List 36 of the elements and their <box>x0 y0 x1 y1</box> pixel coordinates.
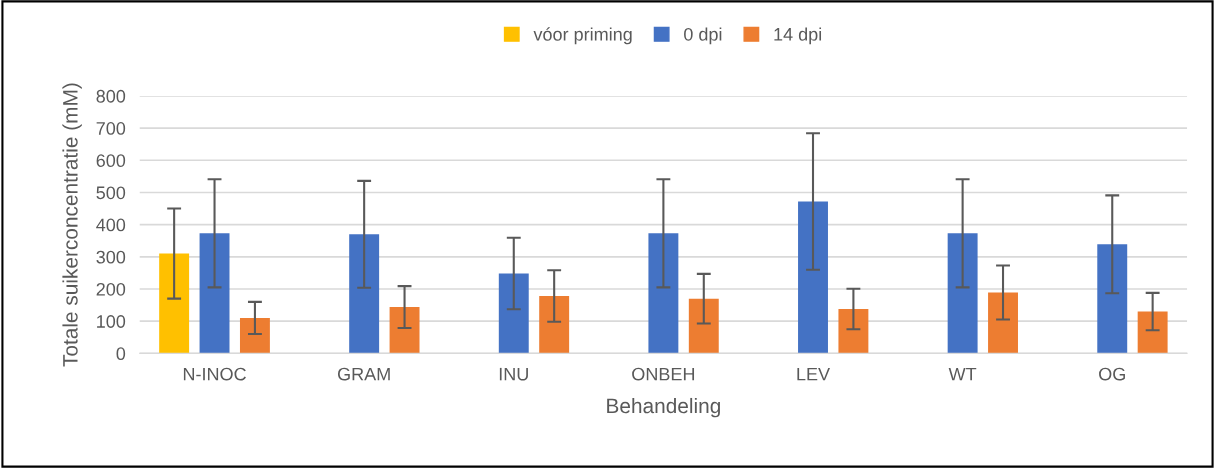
bar <box>648 233 679 354</box>
x-tick-label: N-INOC <box>183 367 246 381</box>
x-tick-label: WT <box>948 367 977 381</box>
y-tick-label: 300 <box>96 250 126 264</box>
legend-label: 0 dpi <box>684 27 722 45</box>
x-axis-title: Behandeling <box>607 397 720 418</box>
y-tick-label: 700 <box>96 122 126 135</box>
legend-label: vóor priming <box>533 27 632 45</box>
x-tick-label: INU <box>499 367 528 381</box>
y-tick-label: 200 <box>96 282 126 296</box>
x-tick-label: ONBEH <box>632 367 695 381</box>
bar <box>798 201 828 354</box>
bar <box>349 234 380 354</box>
bar <box>159 253 190 354</box>
bar <box>498 273 529 354</box>
bar <box>947 233 978 354</box>
bar <box>539 296 570 354</box>
y-axis-title: Totale suikerconcentratie (mM) <box>62 83 82 367</box>
x-tick-label: OG <box>1099 367 1125 381</box>
bar <box>199 233 230 354</box>
legend-label: 14 dpi <box>774 27 822 45</box>
bar <box>688 298 719 354</box>
y-tick-label: 600 <box>96 154 126 168</box>
bar <box>239 317 270 354</box>
bar <box>988 292 1018 354</box>
y-tick-label: 500 <box>96 186 126 200</box>
y-tick-label: 100 <box>97 315 126 328</box>
y-tick-label: 400 <box>96 218 126 232</box>
x-tick-label: LEV <box>797 367 830 381</box>
x-tick-label: GRAM <box>337 367 390 381</box>
bar <box>1137 311 1168 354</box>
bar <box>838 308 869 354</box>
bar <box>389 307 420 354</box>
bar <box>1097 244 1128 354</box>
y-tick-label: 0 <box>116 347 126 361</box>
y-tick-label: 800 <box>96 89 126 103</box>
